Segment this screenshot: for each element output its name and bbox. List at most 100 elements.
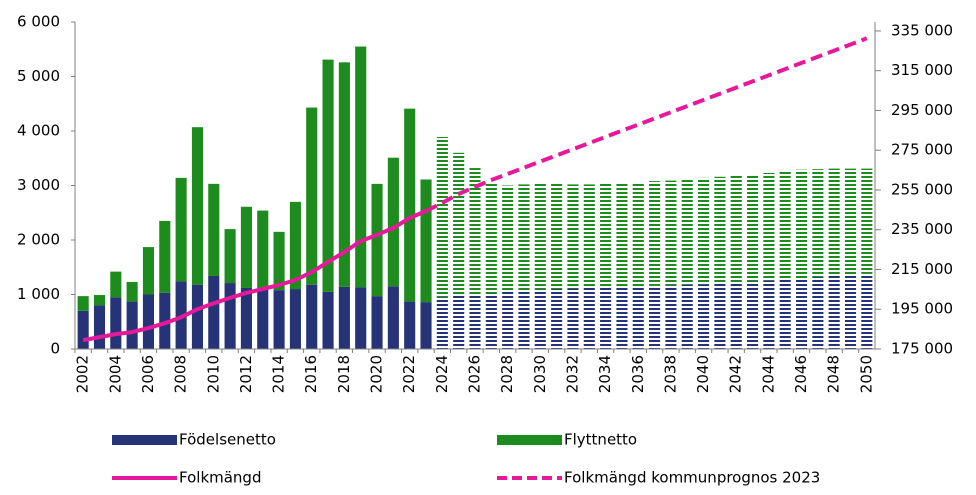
bar — [600, 287, 612, 349]
x-tick-label: 2006 — [139, 355, 157, 393]
bar — [844, 168, 857, 275]
bar — [779, 279, 791, 349]
bar — [273, 290, 285, 349]
x-tick-label: 2034 — [596, 355, 614, 393]
line — [425, 36, 868, 213]
x-tick-label: 2048 — [825, 355, 843, 393]
bar — [371, 296, 383, 349]
y2-tick-label: 215 000 — [891, 260, 953, 278]
y2-tick-label: 175 000 — [891, 340, 953, 358]
bar — [77, 296, 89, 311]
bar — [93, 305, 106, 349]
bar — [828, 168, 840, 276]
x-tick-label: 2008 — [172, 355, 190, 393]
bar — [93, 295, 106, 306]
bar — [730, 175, 742, 283]
bar — [110, 297, 122, 349]
y-tick-label: 1 000 — [17, 285, 60, 303]
bar — [436, 136, 448, 298]
bar — [502, 291, 514, 349]
x-tick-label: 2032 — [563, 355, 581, 393]
bar — [322, 59, 334, 292]
y2-tick-label: 335 000 — [891, 21, 953, 39]
bar — [420, 179, 432, 303]
bar — [844, 274, 857, 349]
bar — [191, 127, 203, 285]
x-tick-label: 2010 — [204, 355, 222, 393]
bar — [453, 295, 465, 349]
bar — [240, 206, 252, 288]
bar — [632, 182, 644, 287]
bar — [518, 290, 530, 349]
bar — [567, 288, 579, 349]
bar — [795, 169, 808, 279]
y2-tick-label: 275 000 — [891, 141, 953, 159]
bar — [747, 281, 759, 349]
x-tick-label: 2042 — [727, 355, 745, 393]
bar — [289, 289, 301, 349]
bar — [306, 284, 318, 349]
bar — [616, 183, 628, 287]
bar — [289, 201, 301, 290]
x-tick-label: 2004 — [106, 355, 124, 393]
x-tick-label: 2002 — [74, 355, 92, 393]
y2-tick-label: 255 000 — [891, 180, 953, 198]
x-tick-label: 2036 — [629, 355, 647, 393]
bar — [681, 284, 693, 349]
bar — [126, 281, 138, 302]
legend-label: Flyttnetto — [564, 431, 637, 449]
x-tick-label: 2020 — [368, 355, 386, 393]
bar — [159, 292, 171, 349]
y-tick-label: 5 000 — [17, 67, 60, 85]
y-tick-label: 0 — [50, 340, 60, 358]
bar — [698, 177, 710, 285]
bar — [453, 152, 465, 296]
legend-label: Folkmängd kommunprognos 2023 — [564, 469, 820, 487]
bar — [861, 168, 873, 274]
legend-label: Folkmängd — [179, 469, 261, 487]
bar — [534, 289, 546, 349]
bar — [110, 271, 122, 298]
y2-tick-label: 235 000 — [891, 220, 953, 238]
bar — [665, 285, 677, 349]
x-tick-label: 2012 — [237, 355, 255, 393]
bar — [338, 286, 350, 349]
bar — [730, 282, 742, 349]
x-tick-label: 2038 — [661, 355, 679, 393]
bar — [126, 301, 138, 349]
bar — [698, 284, 710, 349]
bar — [257, 289, 269, 349]
x-tick-label: 2030 — [531, 355, 549, 393]
x-tick-label: 2024 — [433, 355, 451, 393]
bar — [583, 184, 595, 288]
bar — [355, 46, 367, 288]
bar — [583, 287, 595, 349]
bar — [714, 176, 726, 284]
bar — [632, 286, 644, 349]
bar — [224, 229, 236, 284]
bar — [616, 286, 628, 349]
bar — [518, 184, 530, 291]
bar — [747, 174, 759, 282]
bar — [387, 286, 399, 349]
bar — [436, 297, 448, 349]
bar — [779, 171, 791, 280]
bar — [257, 210, 269, 290]
bar — [191, 284, 203, 349]
bar — [175, 177, 187, 282]
bar — [534, 182, 546, 290]
bar — [355, 287, 367, 349]
bar — [551, 289, 563, 349]
bar — [371, 183, 383, 297]
x-tick-label: 2022 — [400, 355, 418, 393]
bar — [273, 231, 285, 291]
bar — [714, 283, 726, 349]
y2-tick-label: 195 000 — [891, 300, 953, 318]
bar — [240, 287, 252, 349]
x-tick-label: 2016 — [302, 355, 320, 393]
y-tick-label: 3 000 — [17, 176, 60, 194]
bar — [812, 169, 824, 278]
legend-swatch — [112, 435, 177, 445]
x-tick-label: 2028 — [498, 355, 516, 393]
x-tick-label: 2026 — [466, 355, 484, 393]
